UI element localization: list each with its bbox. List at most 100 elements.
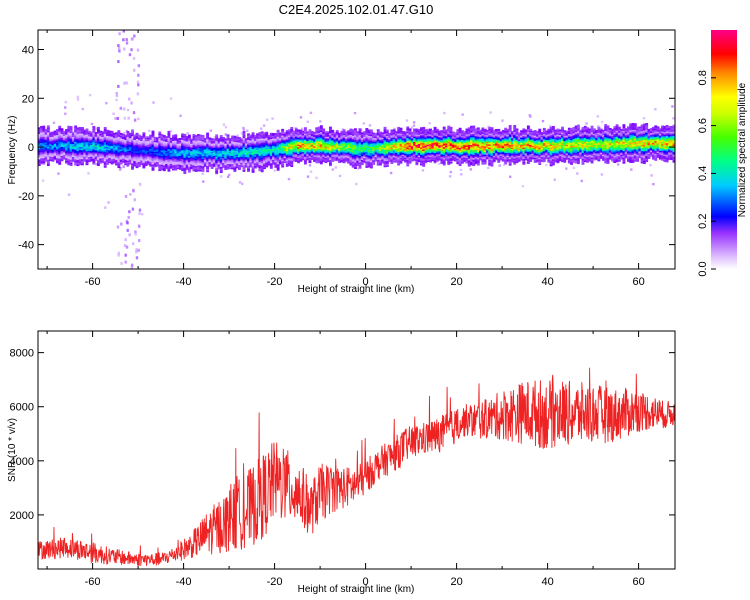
spectrogram-cell <box>379 144 382 147</box>
spectrogram-cell <box>133 154 137 157</box>
spectrogram-cell <box>76 136 80 139</box>
spectrogram-cell <box>203 141 207 143</box>
spectrogram-cell <box>160 135 164 138</box>
spectrogram-cell <box>422 144 426 147</box>
spectrogram-cell <box>74 127 78 130</box>
spectrogram-cell <box>119 160 123 163</box>
spectrogram-cell <box>319 148 323 151</box>
spectrogram-cell <box>256 164 260 167</box>
spectrogram-cell <box>92 130 96 133</box>
spectrogram-cell <box>169 154 173 157</box>
spectrogram-cell <box>340 144 344 147</box>
spectrogram-cell <box>212 140 216 143</box>
spectrogram-cell <box>172 162 175 165</box>
spectrogram-cell <box>128 160 132 162</box>
spectrogram-cell <box>165 164 169 167</box>
spectrogram-cell <box>247 168 250 171</box>
spectrogram-cell <box>299 135 303 138</box>
spectrogram-cell <box>385 163 389 166</box>
spectrogram-cell <box>201 168 205 171</box>
spectrogram-cell <box>415 147 419 150</box>
spectrogram-cell <box>338 141 341 143</box>
spectrogram-cell <box>60 143 64 146</box>
spectrogram-cell <box>156 157 159 160</box>
spectrogram-cell <box>340 148 344 150</box>
spectrogram-cell <box>219 148 223 151</box>
spectrogram-cell <box>278 155 282 157</box>
spectrogram-cell <box>38 137 41 141</box>
spectrogram-speckle <box>202 180 205 183</box>
spectrogram-cell <box>240 145 244 147</box>
spectrogram-cell <box>251 156 255 159</box>
spectrogram-cell <box>299 138 303 141</box>
spectrogram-cell <box>308 159 312 162</box>
spectrogram-cell <box>424 142 428 145</box>
spectrogram-cell <box>322 157 326 160</box>
spectrogram-cell <box>420 128 423 131</box>
spectrogram-cell <box>406 131 410 134</box>
spectrogram-cell <box>324 131 328 134</box>
spectrogram-cell <box>372 146 376 149</box>
spectrogram-cell <box>401 147 405 150</box>
spectrogram-cell <box>176 149 180 152</box>
spectrogram-cell <box>281 163 285 166</box>
spectrogram-cell <box>267 151 271 154</box>
spectrogram-cell <box>376 136 380 139</box>
spectrogram-cell <box>124 140 128 143</box>
spectrogram-cell <box>285 150 289 153</box>
spectrogram-cell <box>46 131 50 134</box>
spectrogram-cell <box>317 135 321 138</box>
spectrogram-speckle <box>315 176 318 179</box>
spectrogram-cell <box>133 138 137 141</box>
spectrogram-cell <box>162 164 166 167</box>
spectrogram-cell <box>349 140 353 143</box>
spectrogram-cell <box>90 146 93 149</box>
spectrogram-cell <box>128 157 132 160</box>
spectrogram-cell <box>397 131 401 134</box>
spectrogram-cell <box>251 143 255 146</box>
spectrogram-cell <box>399 148 403 151</box>
spectrogram-cell <box>190 145 194 148</box>
spectrogram-cell <box>294 158 298 161</box>
spectrogram-cell <box>160 168 164 171</box>
spectrogram-cell <box>231 158 235 161</box>
spectrogram-cell <box>110 155 114 158</box>
spectrogram-cell <box>147 142 150 144</box>
spectrogram-cell <box>394 142 398 145</box>
spectrogram-cell <box>401 153 405 156</box>
spectrogram-cell <box>349 153 353 156</box>
spectrogram-cell <box>140 138 144 140</box>
spectrogram-cell <box>367 162 371 165</box>
spectrogram-cell <box>124 139 128 142</box>
spectrogram-cell <box>162 157 166 160</box>
spectrogram-cell <box>417 142 421 144</box>
spectrogram-cell <box>103 162 107 165</box>
spectrogram-column-speckle <box>137 73 140 77</box>
spectrogram-cell <box>258 150 262 153</box>
spectrogram-cell <box>169 153 173 156</box>
spectrogram-cell <box>356 153 360 156</box>
spectrogram-cell <box>326 145 330 148</box>
spectrogram-cell <box>306 149 310 152</box>
spectrogram-cell <box>228 162 232 165</box>
spectrogram-cell <box>83 143 87 146</box>
spectrogram-cell <box>401 131 405 133</box>
spectrogram-cell <box>172 137 175 140</box>
spectrogram-cell <box>372 132 376 135</box>
spectrogram-cell <box>440 131 444 134</box>
spectrogram-cell <box>160 161 164 164</box>
spectrogram-cell <box>283 132 287 135</box>
spectrogram-cell <box>301 155 305 157</box>
spectrogram-cell <box>285 149 289 152</box>
spectrogram-speckle <box>593 158 596 161</box>
spectrogram-cell <box>53 148 57 150</box>
spectrogram-cell <box>242 163 246 166</box>
spectrogram-cell <box>440 132 444 135</box>
spectrogram-cell <box>283 161 287 164</box>
spectrogram-cell <box>274 152 278 155</box>
spectrogram-cell <box>415 160 419 163</box>
spectrogram-cell <box>178 147 182 150</box>
spectrogram-cell <box>60 141 64 144</box>
spectrogram-cell <box>199 160 203 163</box>
spectrogram-cell <box>272 151 275 154</box>
